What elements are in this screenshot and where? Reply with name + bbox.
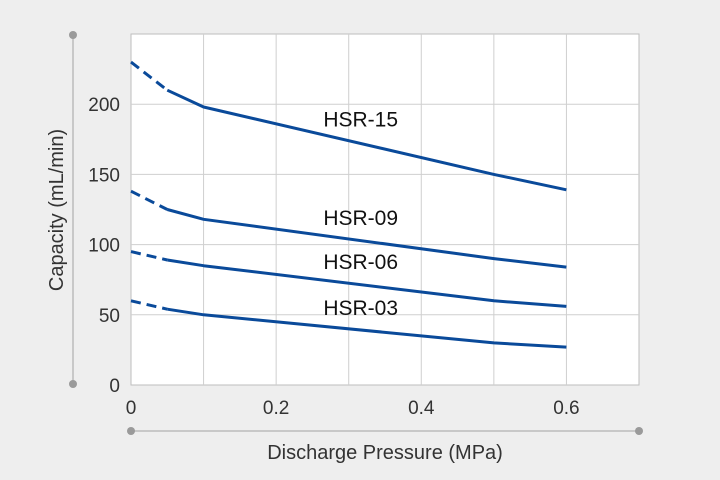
series-label-hsr-09: HSR-09 — [323, 207, 398, 230]
y-tick-label: 0 — [109, 376, 120, 397]
y-tick-label: 150 — [88, 165, 120, 186]
y-axis-bracket-end-top — [69, 31, 77, 39]
series-label-hsr-06: HSR-06 — [323, 251, 398, 274]
y-axis-bracket — [69, 31, 77, 388]
x-axis-bracket-end-right — [635, 427, 643, 435]
x-axis-bracket — [127, 427, 643, 435]
series-line-hsr-09 — [166, 208, 567, 269]
plot-area — [130, 33, 640, 386]
x-tick-label: 0.2 — [263, 398, 289, 419]
series-line-hsr-15 — [166, 88, 567, 192]
y-tick-label: 100 — [88, 236, 120, 257]
y-tick-label: 50 — [99, 306, 120, 327]
series-layer — [130, 60, 567, 349]
labels-layer: 0 0.2 0.4 0.6 0 50 100 150 200 HSR-15 HSR-09 HSR-06… — [88, 95, 579, 419]
x-tick-label: 0 — [126, 398, 137, 419]
series-label-hsr-03: HSR-03 — [323, 297, 398, 320]
series-label-hsr-15: HSR-15 — [323, 109, 398, 132]
series-line-hsr-03 — [167, 307, 567, 349]
x-tick-label: 0.4 — [408, 398, 435, 419]
series-line-dashed-hsr-09 — [130, 189, 168, 211]
x-tick-label: 0.6 — [553, 398, 579, 419]
y-axis-bracket-end-bottom — [69, 380, 77, 388]
y-axis-title: Capacity (mL/min) — [46, 129, 68, 291]
x-axis-title: Discharge Pressure (MPa) — [267, 442, 503, 464]
series-line-dashed-hsr-03 — [130, 299, 168, 311]
series-line-hsr-06 — [167, 258, 567, 308]
x-axis-bracket-end-left — [127, 427, 135, 435]
series-line-dashed-hsr-15 — [130, 60, 169, 92]
series-line-dashed-hsr-06 — [130, 250, 168, 262]
y-tick-label: 200 — [88, 95, 120, 116]
grid — [131, 34, 639, 385]
